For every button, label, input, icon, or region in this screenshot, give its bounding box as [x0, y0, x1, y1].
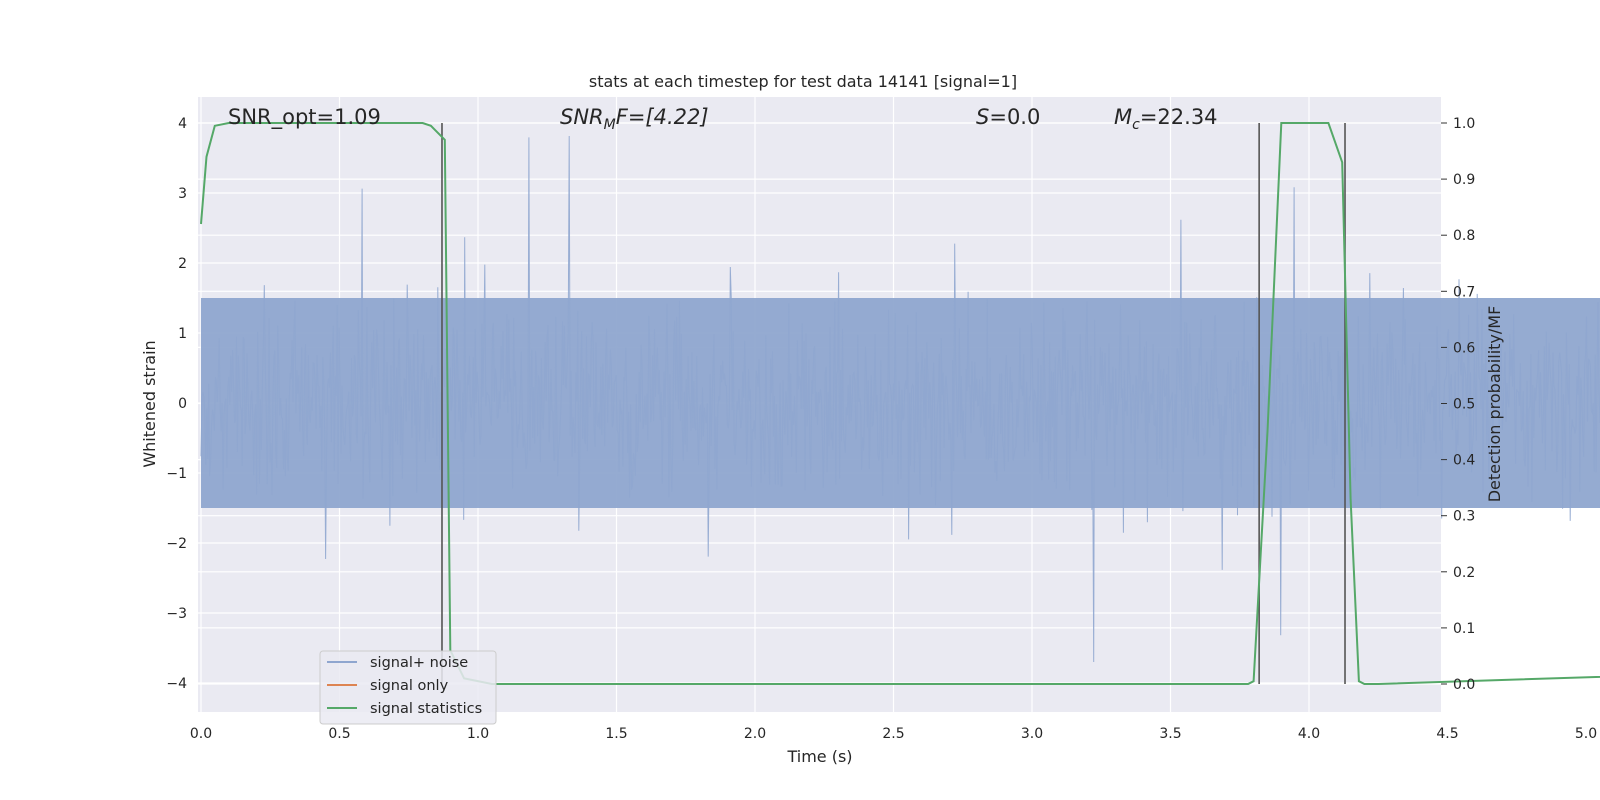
- y2-tick-label: 0.6: [1453, 340, 1475, 356]
- x-ticks: 0.00.51.01.52.02.53.03.54.04.55.05.56.06…: [190, 726, 1597, 742]
- legend: signal+ noise signal only signal statist…: [319, 650, 497, 725]
- annotation-snr-mf-rest: F=[4.22]: [616, 105, 709, 129]
- y2-ticks: 1.0 0.9 0.8 0.7 0.6 0.5 0.4 0.3 0.2 0.1 0.0: [1441, 116, 1475, 693]
- annotation-s-main: S: [976, 105, 989, 129]
- annotation-snr-mf-sub: M: [604, 117, 616, 133]
- x-tick-label: 2.0: [744, 726, 766, 742]
- y2-tick-label: 0.9: [1453, 172, 1475, 188]
- series-signal-noise: [200, 135, 1600, 663]
- y-ticks: 4 3 2 1 0 −1 −2 −3 −4: [166, 116, 187, 692]
- y2-tick-label: 0.0: [1453, 677, 1475, 693]
- x-axis-label: Time (s): [786, 747, 852, 766]
- y2-tick-label: 0.2: [1453, 565, 1475, 581]
- signal-statistics-line: [200, 122, 1600, 685]
- x-tick-label: 1.0: [467, 726, 489, 742]
- legend-box: [319, 650, 497, 725]
- y-tick-label: 3: [178, 186, 187, 202]
- y-tick-label: 4: [178, 116, 187, 132]
- legend-label-signal-only: signal only: [370, 678, 449, 694]
- annotation-mc-rest: =22.34: [1140, 105, 1218, 129]
- x-tick-label: 5.0: [1575, 726, 1597, 742]
- x-tick-label: 0.0: [190, 726, 212, 742]
- y2-tick-label: 0.5: [1453, 397, 1475, 413]
- x-tick-label: 4.0: [1298, 726, 1320, 742]
- series-signal-statistics: [200, 122, 1600, 685]
- y2-tick-label: 0.3: [1453, 509, 1475, 525]
- y-tick-label: 1: [178, 326, 187, 342]
- annotation-mc-sub: c: [1132, 117, 1140, 133]
- annotation-s: S=0.0: [976, 105, 1040, 129]
- x-tick-label: 1.5: [605, 726, 627, 742]
- y2-tick-label: 0.1: [1453, 621, 1475, 637]
- x-tick-label: 2.5: [882, 726, 904, 742]
- y2-tick-label: 0.8: [1453, 228, 1475, 244]
- y-tick-label: 0: [178, 396, 187, 412]
- y-tick-label: −2: [166, 536, 187, 552]
- x-tick-label: 4.5: [1436, 726, 1458, 742]
- legend-label-signal-noise: signal+ noise: [370, 655, 468, 671]
- y-tick-label: 2: [178, 256, 187, 272]
- annotation-snr-mf-main: SNR: [560, 105, 604, 129]
- annotation-snr-opt: SNR_opt=1.09: [228, 105, 381, 130]
- noise-trace: [200, 135, 1600, 663]
- y2-tick-label: 0.4: [1453, 453, 1475, 469]
- annotation-mc: Mc=22.34: [1114, 105, 1218, 133]
- x-tick-label: 3.5: [1159, 726, 1181, 742]
- legend-label-signal-statistics: signal statistics: [370, 701, 482, 717]
- y-tick-label: −3: [166, 606, 187, 622]
- y-tick-label: −4: [166, 676, 187, 692]
- y2-tick-label: 1.0: [1453, 116, 1475, 132]
- y2-tick-label: 0.7: [1453, 284, 1475, 300]
- annotation-s-rest: =0.0: [989, 105, 1040, 129]
- x-tick-label: 3.0: [1021, 726, 1043, 742]
- chart-title: stats at each timestep for test data 141…: [589, 72, 1017, 91]
- y-axis-label: Whitened strain: [140, 340, 159, 467]
- y-tick-label: −1: [166, 466, 187, 482]
- y2-axis-label: Detection probability/MF: [1485, 306, 1504, 503]
- x-tick-label: 0.5: [328, 726, 350, 742]
- annotation-mc-main: M: [1114, 105, 1132, 129]
- annotation-snr-mf: SNRMF=[4.22]: [560, 105, 709, 133]
